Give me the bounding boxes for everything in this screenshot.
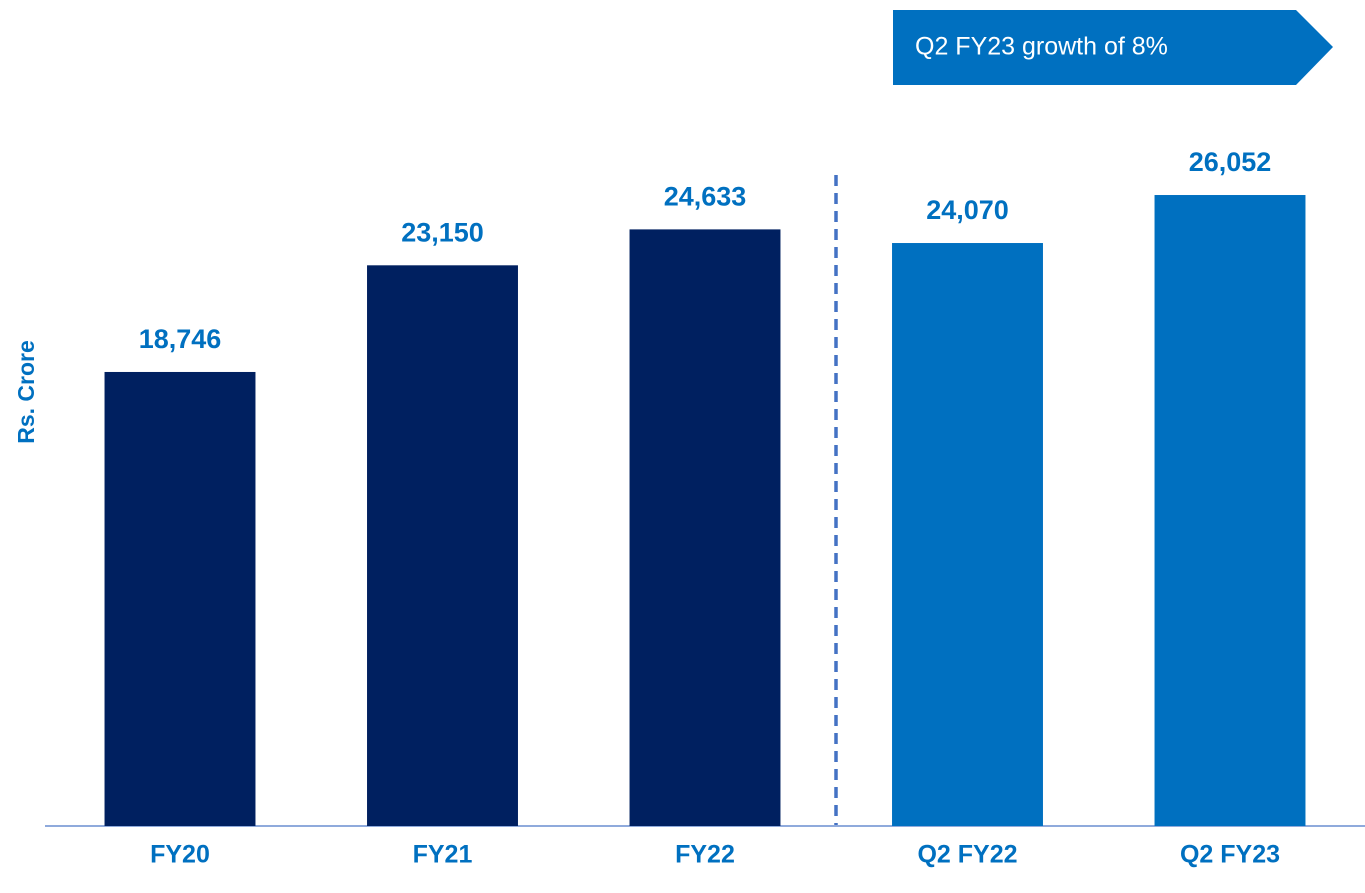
value-label: 18,746: [139, 324, 222, 354]
value-label: 24,633: [664, 182, 747, 212]
bar: [892, 243, 1043, 826]
value-label: 26,052: [1189, 147, 1272, 177]
bar: [367, 265, 518, 826]
x-tick-label: FY21: [413, 841, 473, 869]
bar: [1154, 195, 1306, 826]
x-tick-label: FY22: [675, 841, 735, 869]
x-tick-label: Q2 FY22: [917, 841, 1017, 869]
value-label: 23,150: [401, 217, 484, 247]
callout-arrow: [893, 10, 1333, 85]
bar: [104, 371, 256, 826]
bar: [629, 229, 781, 826]
y-axis-label: Rs. Crore: [13, 340, 39, 444]
x-tick-label: FY20: [150, 841, 210, 869]
x-tick-label: Q2 FY23: [1180, 841, 1280, 869]
value-label: 24,070: [926, 195, 1009, 225]
annotation: Q2 FY23 growth of 8%: [915, 33, 1168, 61]
